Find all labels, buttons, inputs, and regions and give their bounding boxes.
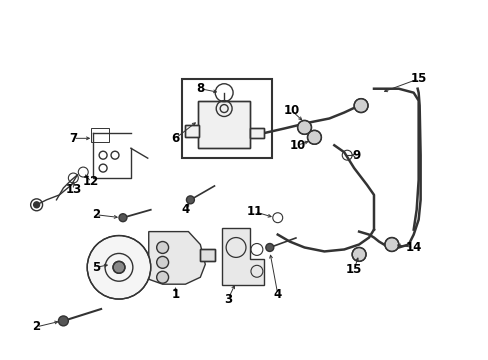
Text: 8: 8 — [196, 82, 204, 95]
Circle shape — [265, 243, 273, 251]
Bar — [182, 79, 271, 158]
Bar — [200, 249, 215, 261]
Bar — [185, 125, 199, 137]
Text: 10: 10 — [289, 139, 305, 152]
Bar — [200, 249, 215, 261]
Circle shape — [307, 130, 321, 144]
Text: 3: 3 — [224, 293, 232, 306]
Text: 5: 5 — [92, 261, 100, 274]
Circle shape — [59, 316, 68, 326]
Circle shape — [384, 238, 398, 251]
Text: 4: 4 — [273, 288, 281, 301]
Circle shape — [34, 202, 40, 208]
Circle shape — [156, 256, 168, 268]
Text: 2: 2 — [33, 320, 41, 333]
Text: 9: 9 — [351, 149, 360, 162]
Bar — [249, 129, 264, 138]
Polygon shape — [222, 228, 264, 285]
Text: 12: 12 — [83, 175, 99, 189]
Text: 15: 15 — [409, 72, 426, 85]
Text: 10: 10 — [283, 104, 299, 117]
Bar — [198, 100, 249, 148]
Text: 1: 1 — [171, 288, 179, 301]
Text: 11: 11 — [246, 205, 263, 218]
Circle shape — [113, 261, 124, 273]
Polygon shape — [148, 231, 205, 284]
Text: 2: 2 — [92, 208, 100, 221]
Text: 7: 7 — [69, 132, 77, 145]
Circle shape — [156, 271, 168, 283]
Text: 13: 13 — [65, 184, 81, 197]
Circle shape — [351, 247, 366, 261]
Text: 6: 6 — [171, 132, 179, 145]
Circle shape — [156, 242, 168, 253]
Bar — [249, 129, 264, 138]
Circle shape — [119, 214, 127, 222]
Circle shape — [87, 235, 150, 299]
Text: 4: 4 — [181, 203, 189, 216]
Text: 14: 14 — [405, 241, 421, 254]
Bar — [198, 100, 249, 148]
Circle shape — [353, 99, 367, 113]
Bar — [91, 129, 109, 142]
Circle shape — [186, 196, 194, 204]
Text: 15: 15 — [345, 263, 362, 276]
Circle shape — [297, 121, 311, 134]
Bar — [185, 125, 199, 137]
